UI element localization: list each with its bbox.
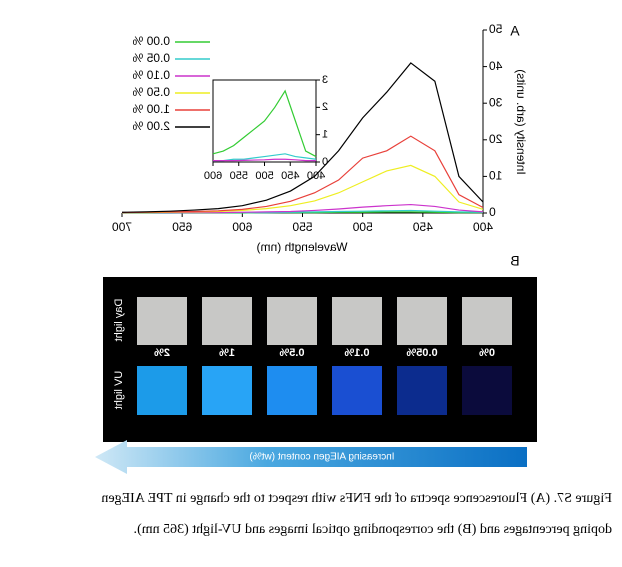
daylight-sample [202,297,252,345]
sample-label: 0.5% [279,347,304,359]
uv-sample [397,366,447,415]
uv-sample [137,366,187,415]
caption-line: Figure S7. (A) Fluorescence spectra of t… [101,491,612,506]
series-line [121,135,484,214]
y-tick-label: 0 [489,205,496,219]
x-tick-label: 500 [255,170,273,182]
sample-label: 0.05% [406,347,437,359]
panel-label: B [510,253,519,269]
row-label: Day light [113,299,125,342]
y-tick-label: 3 [322,74,328,86]
x-tick-label: 450 [281,170,299,182]
y-tick-label: 50 [489,22,503,36]
x-tick-label: 500 [352,220,372,234]
sample-label: 2% [154,347,170,359]
daylight-sample [462,297,512,345]
x-tick-label: 400 [473,220,493,234]
y-tick-label: 10 [489,169,503,183]
legend-label: 1.00 % [132,102,170,116]
x-tick-label: 550 [230,170,248,182]
panel-label: A [510,23,520,39]
uv-sample [202,366,252,415]
x-axis-label: Wavelength (nm) [257,240,348,254]
sample-label: 0% [479,347,495,359]
y-tick-label: 1 [322,129,328,141]
sample-label: 1% [219,347,235,359]
x-tick-label: 400 [307,170,325,182]
x-tick-label: 700 [112,220,132,234]
series-line [213,158,316,162]
series-line [213,153,317,162]
arrow [95,440,527,474]
legend-label: 0.05 % [132,51,170,65]
x-tick-label: 550 [292,220,312,234]
series-line [121,62,484,213]
legend-label: 0.00 % [132,34,170,48]
y-tick-label: 0 [322,156,328,168]
y-tick-label: 20 [489,132,503,146]
sample-label: 0.1% [344,347,369,359]
row-label: UV light [113,371,125,410]
daylight-sample [267,297,317,345]
arrow-label: Increasing AIEgen content (wt%) [249,452,394,463]
legend-label: 0.10 % [132,68,170,82]
y-tick-label: 40 [489,59,503,73]
daylight-sample [397,297,447,345]
legend-label: 2.00 % [132,119,170,133]
y-tick-label: 2 [322,101,328,113]
legend-label: 0.50 % [132,85,170,99]
y-tick-label: 30 [489,95,503,109]
uv-sample [332,366,382,415]
y-axis-label: Intensity (arb. units) [514,69,528,174]
x-tick-label: 600 [232,220,252,234]
caption-line: doping percentages and (B) the correspon… [134,522,612,537]
uv-sample [462,366,512,415]
series-line [212,89,317,158]
x-tick-label: 650 [172,220,192,234]
x-tick-label: 600 [204,170,222,182]
daylight-sample [332,297,382,345]
uv-sample [267,366,317,415]
daylight-sample [137,297,187,345]
x-tick-label: 450 [413,220,433,234]
